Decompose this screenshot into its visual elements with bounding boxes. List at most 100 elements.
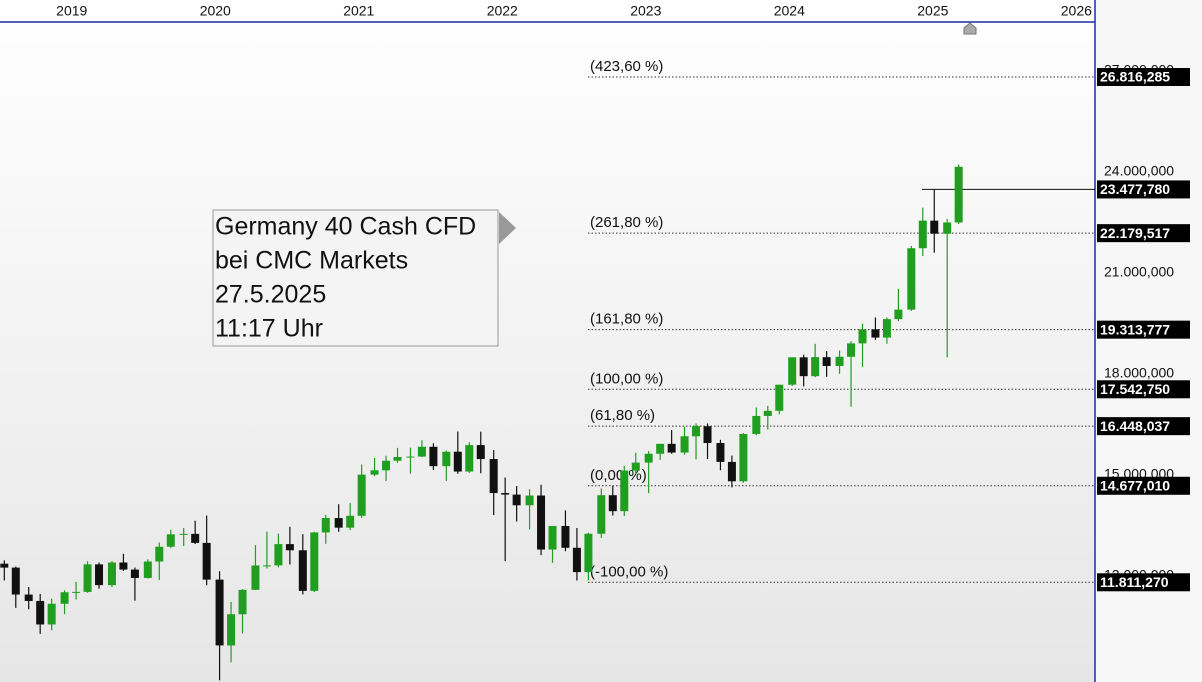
candle-body bbox=[775, 384, 784, 411]
fib-label: (-100,00 %) bbox=[590, 563, 668, 580]
candle-body bbox=[179, 533, 188, 535]
candle-body bbox=[788, 357, 797, 385]
candle-body bbox=[894, 309, 903, 320]
candle-body bbox=[882, 319, 891, 338]
value-box bbox=[1097, 417, 1190, 436]
fib-levels: (423,60 %) (261,80 %) (161,80 %) (100,00 %)… bbox=[588, 58, 1095, 583]
x-tick-label: 2024 bbox=[774, 3, 805, 19]
y-tick-label: 21.000,000 bbox=[1104, 264, 1174, 280]
candle-body bbox=[954, 166, 963, 223]
candle-body bbox=[191, 533, 200, 543]
candle-body bbox=[285, 544, 294, 551]
value-box bbox=[1097, 380, 1190, 399]
candle-body bbox=[739, 433, 748, 482]
plot-background bbox=[0, 0, 1095, 682]
candle-body bbox=[453, 451, 462, 472]
candle-body bbox=[858, 329, 867, 344]
candle-body bbox=[489, 459, 498, 494]
candle-body bbox=[572, 547, 581, 573]
candle-body bbox=[501, 493, 510, 495]
candle-body bbox=[60, 592, 69, 604]
value-labels: 26.816,285 22.179,517 19.313,777 17.542,750… bbox=[1097, 68, 1190, 592]
value-box-label: 16.448,037 bbox=[1100, 418, 1170, 434]
candle-body bbox=[202, 542, 211, 580]
candle-body bbox=[262, 565, 271, 567]
candle-body bbox=[166, 534, 175, 547]
value-box bbox=[1097, 180, 1190, 199]
y-tick-label: 24.000,000 bbox=[1104, 163, 1174, 179]
candle-body bbox=[227, 614, 236, 646]
candle-body bbox=[0, 563, 9, 568]
candle-body bbox=[155, 546, 164, 562]
candle-body bbox=[95, 564, 104, 586]
info-line: bei CMC Markets bbox=[215, 247, 408, 275]
info-line: 11:17 Uhr bbox=[215, 315, 323, 343]
fib-label: (61,80 %) bbox=[590, 407, 655, 424]
candle-body bbox=[143, 561, 152, 578]
candle-body bbox=[537, 495, 546, 550]
candle-body bbox=[370, 470, 379, 475]
candle-body bbox=[835, 356, 844, 366]
candle-body bbox=[417, 446, 426, 457]
value-box bbox=[1097, 573, 1190, 592]
candle-body bbox=[429, 446, 438, 467]
candle-body bbox=[310, 532, 319, 591]
value-box-label: 17.542,750 bbox=[1100, 381, 1170, 397]
candle-body bbox=[334, 518, 343, 528]
candle-body bbox=[321, 518, 330, 533]
value-box-label: 22.179,517 bbox=[1100, 225, 1170, 241]
candle-body bbox=[763, 410, 772, 416]
candle-body bbox=[512, 494, 521, 506]
candle-body bbox=[943, 222, 952, 234]
candle-body bbox=[727, 461, 736, 482]
candle-body bbox=[72, 591, 81, 593]
candle-body bbox=[608, 495, 617, 512]
time-marker bbox=[963, 22, 977, 35]
value-box bbox=[1097, 320, 1190, 339]
candle-body bbox=[442, 451, 451, 467]
candle-body bbox=[716, 443, 725, 462]
candle-body bbox=[465, 445, 474, 472]
info-line: Germany 40 Cash CFD bbox=[215, 213, 476, 241]
candle-body bbox=[799, 357, 808, 377]
fib-label: (161,80 %) bbox=[590, 311, 663, 328]
candle-body bbox=[346, 515, 355, 528]
candle-body bbox=[238, 589, 247, 615]
x-tick-label: 2026 bbox=[1061, 3, 1092, 19]
value-box-label: 11.811,270 bbox=[1100, 574, 1169, 590]
candle-body bbox=[215, 579, 224, 646]
candle-body bbox=[107, 562, 116, 586]
candle-body bbox=[871, 329, 880, 338]
candle-body bbox=[251, 565, 260, 590]
info-box: Germany 40 Cash CFD bei CMC Markets 27.5.2… bbox=[212, 209, 516, 347]
candle-body bbox=[382, 460, 391, 471]
candle-body bbox=[692, 426, 701, 437]
fib-label: (0,00 %) bbox=[590, 467, 647, 484]
x-tick-label: 2021 bbox=[343, 3, 374, 19]
value-box-label: 19.313,777 bbox=[1100, 321, 1170, 337]
info-box-arrow bbox=[499, 212, 516, 244]
candle-body bbox=[393, 457, 402, 461]
candle-body bbox=[476, 445, 485, 460]
candle-body bbox=[822, 357, 831, 366]
candle-body bbox=[597, 495, 606, 534]
fib-label: (261,80 %) bbox=[590, 214, 663, 231]
candle-body bbox=[930, 220, 939, 234]
value-box-label: 23.477,780 bbox=[1100, 181, 1170, 197]
value-box bbox=[1097, 224, 1190, 243]
candle-body bbox=[36, 600, 45, 625]
candle-body bbox=[47, 603, 56, 625]
candle-body bbox=[907, 248, 916, 310]
candle-body bbox=[561, 525, 570, 548]
candle-body bbox=[357, 474, 366, 516]
candle-body bbox=[24, 594, 33, 601]
candle-body bbox=[918, 220, 927, 249]
candle-body bbox=[656, 443, 665, 454]
fib-label: (100,00 %) bbox=[590, 370, 663, 387]
candle-body bbox=[119, 562, 128, 570]
candle-body bbox=[83, 564, 92, 592]
candles bbox=[0, 164, 963, 681]
x-tick-label: 2025 bbox=[917, 3, 948, 19]
candle-body bbox=[667, 443, 676, 453]
